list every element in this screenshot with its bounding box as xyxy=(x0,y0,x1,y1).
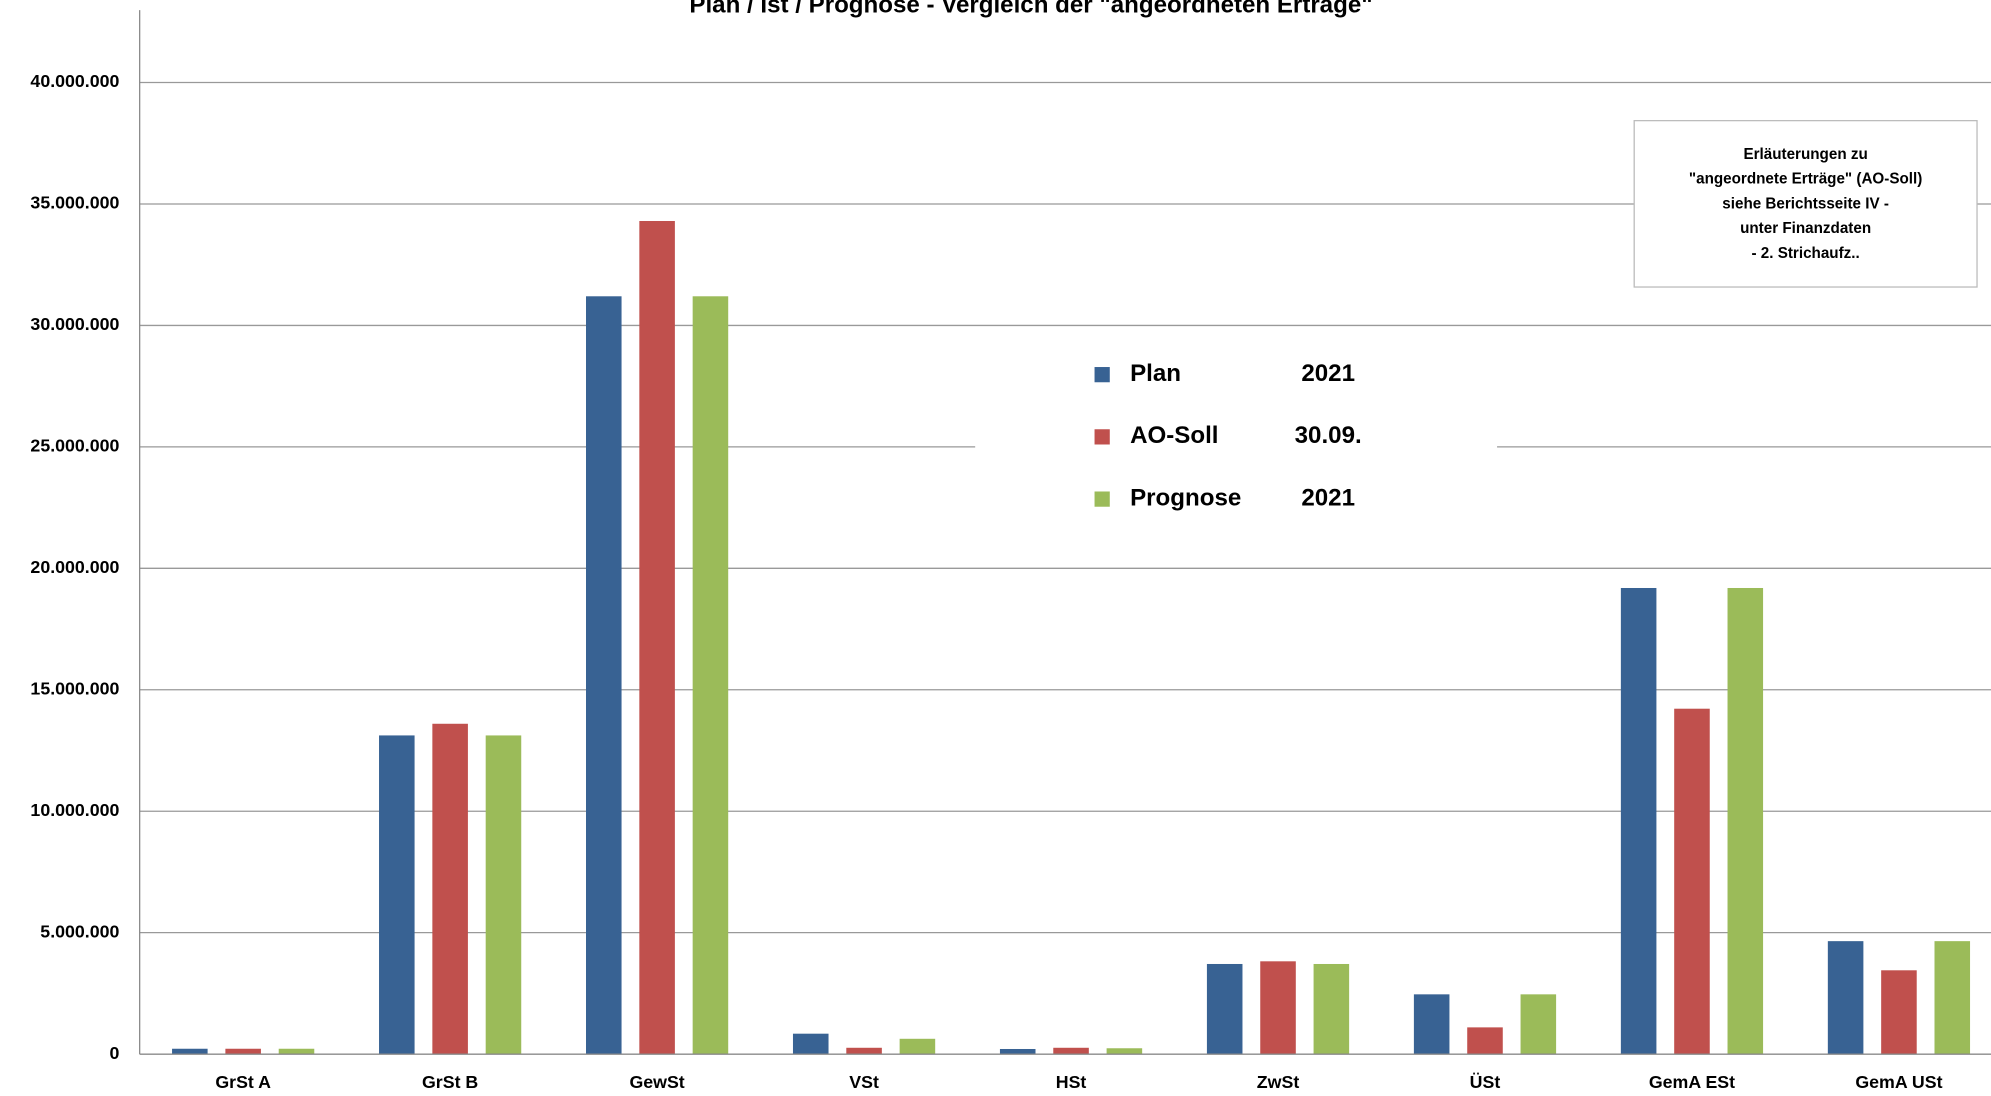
x-tick-label: HSt xyxy=(1056,1072,1087,1092)
bar xyxy=(1467,1027,1503,1055)
bars xyxy=(172,220,1971,1055)
legend-swatch xyxy=(1094,367,1110,383)
legend-period: 30.09. xyxy=(1295,422,1362,449)
bar xyxy=(225,1048,261,1055)
legend-swatch xyxy=(1094,491,1110,507)
bar xyxy=(585,296,622,1055)
bar xyxy=(792,1033,829,1055)
bar xyxy=(1053,1047,1089,1055)
bar xyxy=(1206,963,1243,1055)
x-tick-label: ÜSt xyxy=(1470,1072,1501,1092)
y-tick-label: 5.000.000 xyxy=(40,921,119,941)
legend-period: 2021 xyxy=(1301,484,1355,511)
bar xyxy=(379,735,415,1055)
bar xyxy=(1727,587,1764,1055)
bar xyxy=(1674,708,1710,1055)
bar xyxy=(1827,941,1864,1055)
y-tick-label: 0 xyxy=(109,1043,119,1063)
bar xyxy=(1260,961,1296,1055)
x-tick-label: GrSt B xyxy=(422,1072,478,1092)
chart-title: Plan / Ist / Prognose - Vergleich der "a… xyxy=(689,0,1372,19)
y-tick-label: 35.000.000 xyxy=(30,193,119,213)
bar xyxy=(432,723,468,1055)
y-tick-label: 20.000.000 xyxy=(30,557,119,577)
y-tick-label: 10.000.000 xyxy=(30,800,119,820)
bar xyxy=(1413,994,1450,1055)
annotation-line: - 2. Strichaufz.. xyxy=(1751,245,1859,262)
legend-period: 2021 xyxy=(1301,360,1355,387)
legend-label: AO-Soll xyxy=(1130,422,1218,449)
legend-swatch xyxy=(1094,429,1110,445)
bar xyxy=(278,1048,315,1055)
y-tick-label: 15.000.000 xyxy=(30,678,119,698)
legend-label: Plan xyxy=(1130,360,1181,387)
labels: 0 5.000.000 10.000.000 15.000.000 20.000.000… xyxy=(30,71,1942,1092)
y-tick-label: 40.000.000 xyxy=(30,71,119,91)
annotation-line: siehe Berichtsseite IV - xyxy=(1722,195,1889,212)
legend-label: Prognose xyxy=(1130,484,1241,511)
x-tick-label: GewSt xyxy=(629,1072,684,1092)
annotation-box xyxy=(1633,120,1978,288)
x-tick-label: GrSt A xyxy=(215,1072,271,1092)
bar xyxy=(1934,941,1971,1055)
x-tick-label: GemA USt xyxy=(1855,1072,1942,1092)
bar xyxy=(692,296,729,1055)
annotation-line: "angeordnete Erträge" (AO-Soll) xyxy=(1689,171,1922,188)
bar xyxy=(999,1048,1036,1055)
annotation-line: Erläuterungen zu xyxy=(1743,146,1867,163)
y-tick-label: 30.000.000 xyxy=(30,314,119,334)
y-tick-label: 25.000.000 xyxy=(30,436,119,456)
bar xyxy=(1520,994,1557,1055)
bar xyxy=(846,1047,882,1055)
bar xyxy=(1620,587,1657,1055)
x-tick-label: ZwSt xyxy=(1257,1072,1300,1092)
bar xyxy=(1881,970,1917,1055)
legend-box xyxy=(975,342,1498,534)
bar xyxy=(1313,963,1350,1055)
bar xyxy=(1106,1048,1143,1055)
annotation-line: unter Finanzdaten xyxy=(1740,220,1871,237)
bar xyxy=(172,1048,208,1055)
x-tick-label: VSt xyxy=(849,1072,879,1092)
bar xyxy=(639,220,675,1055)
x-tick-label: GemA ESt xyxy=(1649,1072,1735,1092)
bar xyxy=(899,1038,936,1055)
bar xyxy=(485,735,522,1055)
